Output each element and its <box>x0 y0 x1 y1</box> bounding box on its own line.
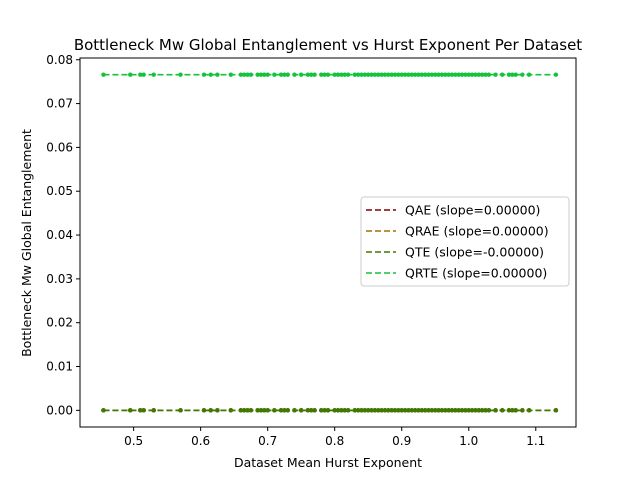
data-point <box>332 408 337 413</box>
data-point <box>379 408 384 413</box>
data-point <box>459 72 465 77</box>
y-tick-label: 0.02 <box>46 316 73 330</box>
x-tick-label: 1.0 <box>459 434 478 448</box>
data-point <box>449 72 455 77</box>
data-point <box>359 72 364 77</box>
plot-marks <box>101 72 559 413</box>
series-2 <box>101 408 559 413</box>
data-point <box>325 72 331 77</box>
data-point <box>262 408 267 413</box>
data-point <box>298 408 304 413</box>
legend-label: QAE (slope=0.00000) <box>405 203 540 218</box>
data-point <box>278 72 284 77</box>
data-point <box>469 72 475 77</box>
data-point <box>406 72 411 77</box>
data-point <box>278 408 284 413</box>
y-axis-label: Bottleneck Mw Global Entanglement <box>19 129 34 357</box>
legend-frame <box>360 196 570 287</box>
data-point <box>359 408 364 413</box>
data-point <box>342 72 347 77</box>
y-tick-label: 0.01 <box>46 360 73 374</box>
data-point <box>433 408 438 413</box>
data-point <box>513 408 518 413</box>
data-point <box>443 408 448 413</box>
y-axis: 0.00 0.01 0.02 0.03 0.04 0.05 0.06 0.07 0.08 <box>46 53 80 417</box>
data-point <box>298 72 304 77</box>
data-point <box>325 408 331 413</box>
chart-title: Bottleneck Mw Global Entanglement vs Hur… <box>74 36 582 54</box>
data-point <box>352 72 358 77</box>
y-tick-label: 0.08 <box>46 53 73 67</box>
data-point <box>305 72 311 77</box>
data-point <box>486 408 492 413</box>
data-point <box>422 408 428 413</box>
data-point <box>449 408 455 413</box>
y-tick-label: 0.07 <box>46 97 73 111</box>
legend-label: QTE (slope=-0.00000) <box>405 245 544 260</box>
data-point <box>342 408 347 413</box>
legend-label: QRAE (slope=0.00000) <box>405 224 549 239</box>
y-tick-label: 0.06 <box>46 140 73 154</box>
plot-area-frame <box>79 57 577 428</box>
data-point <box>369 408 374 413</box>
data-point <box>433 72 438 77</box>
x-tick-label: 0.9 <box>392 434 411 448</box>
data-point <box>128 408 133 413</box>
data-point <box>352 408 358 413</box>
data-point <box>406 408 411 413</box>
x-tick-label: 1.1 <box>526 434 545 448</box>
legend: QAE (slope=0.00000) QRAE (slope=0.00000) Q… <box>360 196 570 287</box>
data-point <box>379 72 384 77</box>
x-tick-label: 0.8 <box>325 434 344 448</box>
data-point <box>443 72 448 77</box>
y-tick-label: 0.03 <box>46 272 73 286</box>
data-point <box>396 408 401 413</box>
data-point <box>476 72 482 77</box>
data-point <box>396 72 401 77</box>
data-point <box>128 72 133 77</box>
data-point <box>369 72 374 77</box>
data-point <box>422 72 428 77</box>
legend-label: QRTE (slope=0.00000) <box>405 266 547 281</box>
y-tick-label: 0.04 <box>46 228 73 242</box>
data-point <box>513 72 518 77</box>
data-point <box>305 408 311 413</box>
data-point <box>262 72 267 77</box>
x-axis-label: Dataset Mean Hurst Exponent <box>234 455 422 470</box>
x-axis: 0.5 0.6 0.7 0.8 0.9 1.0 1.1 <box>124 427 545 448</box>
data-point <box>459 408 465 413</box>
data-point <box>332 72 337 77</box>
series-3 <box>101 72 559 77</box>
x-tick-label: 0.5 <box>124 434 143 448</box>
x-tick-label: 0.6 <box>191 434 210 448</box>
data-point <box>272 72 277 77</box>
data-point <box>208 408 213 413</box>
data-point <box>272 408 277 413</box>
data-point <box>469 408 475 413</box>
data-point <box>486 72 492 77</box>
y-tick-label: 0.00 <box>46 403 73 417</box>
x-tick-label: 0.7 <box>258 434 277 448</box>
y-tick-label: 0.05 <box>46 184 73 198</box>
data-point <box>208 72 213 77</box>
data-point <box>476 408 482 413</box>
